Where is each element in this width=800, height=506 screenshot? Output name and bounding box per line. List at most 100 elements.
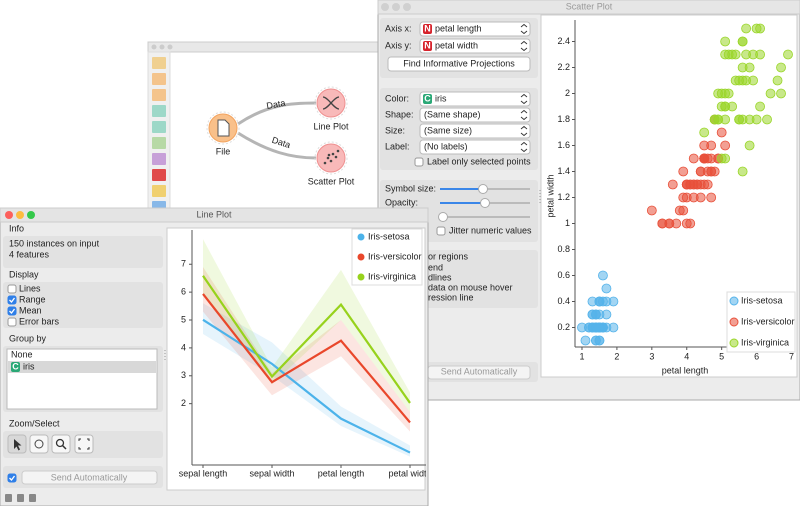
list-box [6,348,158,410]
point [720,114,731,125]
point [772,75,783,86]
y-tick-label: 1.6 [557,140,570,150]
y-tick-label: 5 [181,314,186,324]
dropdown-arrow [520,125,528,137]
var-icon-letter: N [424,23,431,33]
label: data on mouse hover [428,282,513,292]
point [720,36,731,47]
var-icon [423,41,432,51]
point [713,88,724,99]
legend-swatch [729,338,739,348]
point [678,166,689,177]
y-tick-label: 4 [181,342,186,352]
checkbox[interactable] [7,317,17,327]
node[interactable] [316,143,346,173]
point [699,127,710,138]
dropdown[interactable] [419,107,531,123]
window-button[interactable] [16,211,24,219]
dropdown[interactable] [419,123,531,139]
y-axis-label: petal width [545,174,555,217]
widget-icon [152,185,166,197]
status-icon [17,494,24,502]
point [730,75,741,86]
window-button[interactable] [5,211,13,219]
point [737,36,748,47]
legend-swatch [357,233,365,241]
var-icon-letter: C [424,93,431,103]
y-tick-label: 1.8 [557,114,570,124]
window-button [381,3,389,11]
checkbox[interactable] [7,295,17,305]
widget-icon [152,137,166,149]
node-glyph [331,152,335,156]
tool-button[interactable] [29,434,49,454]
y-tick-label: 2 [181,398,186,408]
label: 4 features [9,249,50,259]
section-header: Display [9,269,39,279]
slider-knob[interactable] [480,198,490,208]
link [237,131,317,160]
check-mark [9,297,16,303]
plot-content: sepal length sepal width petal length petal… [179,239,426,478]
mean-line [202,293,411,424]
y-tick-label: 0.4 [557,296,570,306]
x-tick-label: 7 [789,351,794,361]
point [591,335,601,346]
label: Label: [385,141,410,151]
title-bar [377,0,800,15]
dropdown[interactable] [419,91,531,107]
title-bar [147,41,379,53]
point [608,322,619,333]
checkbox[interactable] [7,473,17,483]
dropdown[interactable] [419,21,531,37]
point [591,322,601,333]
y-tick-label: 0.2 [557,322,570,332]
label: petal width [435,40,478,50]
point [737,62,748,73]
point [706,153,717,164]
point [685,179,696,190]
node-glyph [322,96,340,110]
button[interactable] [387,56,531,72]
checkbox[interactable] [7,306,17,316]
label: iris [435,93,447,103]
window-title: Line Plot [196,209,232,219]
dropdown[interactable] [419,139,531,155]
point [744,140,755,151]
checkbox[interactable] [436,226,446,236]
y-tick-label: 2.2 [557,62,570,72]
checkbox[interactable] [414,157,424,167]
widget-icon [152,121,166,133]
x-tick-label: sepal length [179,468,228,478]
range-band [203,267,410,432]
link-label: Data [266,98,286,111]
slider-knob[interactable] [438,212,448,222]
x-tick-label: 5 [719,351,724,361]
section-header: Group by [9,333,47,343]
list-item: None [11,349,33,359]
status-icon [5,494,12,502]
window-title: Scatter Plot [566,1,613,11]
point [594,296,605,307]
x-tick-label: sepal width [249,468,294,478]
y-tick-label: 6 [181,287,186,297]
tool-button[interactable] [51,434,71,454]
window-button[interactable] [27,211,35,219]
point [657,218,668,229]
node-glyph [217,119,230,137]
node-ring [206,111,240,145]
check-mark [9,475,16,481]
dropdown[interactable] [419,38,531,54]
tool-button[interactable] [74,434,94,454]
widget-icon [152,169,166,181]
node-glyph [323,161,327,165]
legend-label: Iris-setosa [741,295,783,305]
point [646,205,657,216]
slider-knob[interactable] [478,184,488,194]
checkbox[interactable] [7,284,17,294]
label: Jitter numeric values [449,225,532,235]
widget-icon [152,105,166,117]
legend-swatch [357,253,365,261]
window-button [151,44,157,50]
